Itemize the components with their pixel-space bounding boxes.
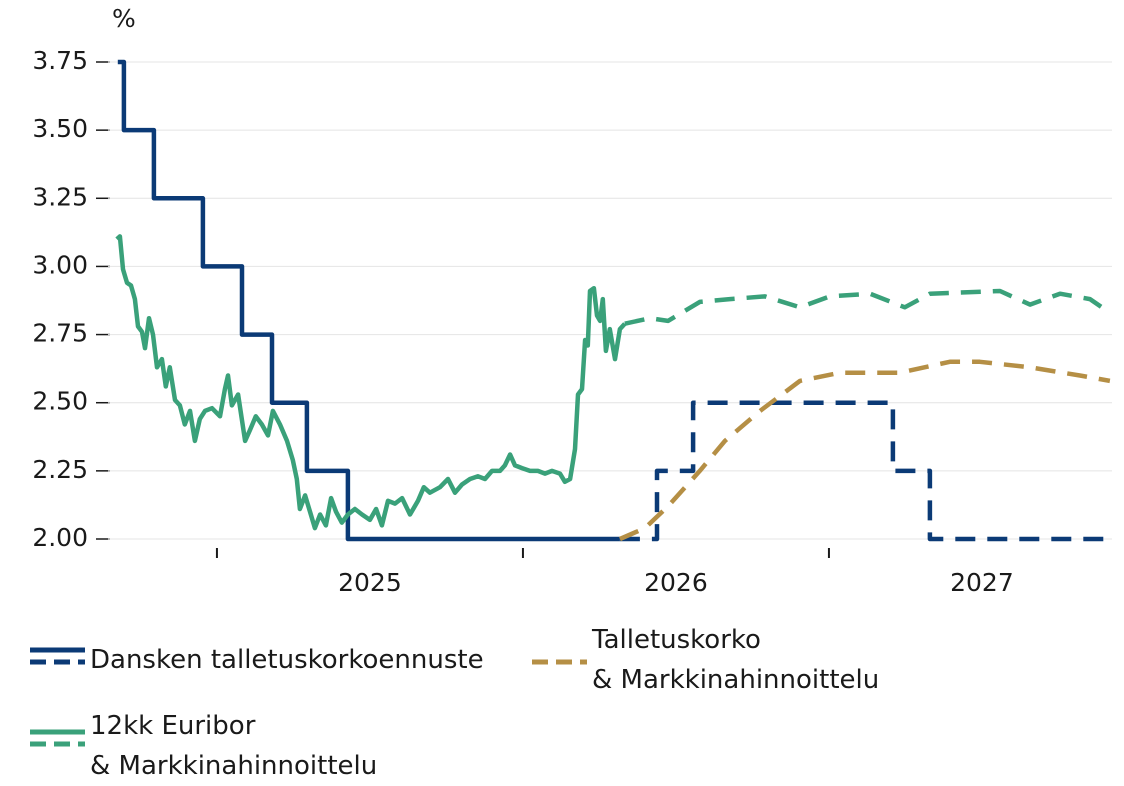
y-axis-unit: %: [112, 4, 136, 33]
legend-label: Dansken talletuskorkoennuste: [90, 645, 484, 675]
actual-line: [117, 59, 620, 542]
x-tick-label: 2025: [338, 568, 402, 597]
legend-label: 12kk Euribor & Markkinahinnoittelu: [90, 711, 378, 781]
forecast-line: [619, 359, 1111, 542]
y-tick-label: 2.00: [32, 523, 88, 552]
x-tick-label: 2026: [644, 568, 708, 597]
y-tick-label: 3.50: [32, 114, 88, 143]
y-tick-label: 3.00: [32, 250, 88, 279]
y-tick-label: 2.50: [32, 387, 88, 416]
x-tick-label: 2027: [950, 568, 1014, 597]
forecast-line: [624, 288, 1112, 326]
forecast-line: [619, 400, 1110, 542]
actual-line: [115, 234, 627, 531]
y-tick-label: 3.75: [32, 46, 88, 75]
chart: % 2.00 2.25 2.50 2.75 3.00 3.25 3.50 3.75 2025 20…: [32, 4, 1112, 597]
y-tick-label: 2.75: [32, 319, 88, 348]
legend-swatches: [30, 647, 587, 747]
y-tick-label: 3.25: [32, 182, 88, 211]
y-tick-label: 2.25: [32, 455, 88, 484]
legend-label: Talletuskorko & Markkinahinnoittelu: [592, 625, 880, 695]
